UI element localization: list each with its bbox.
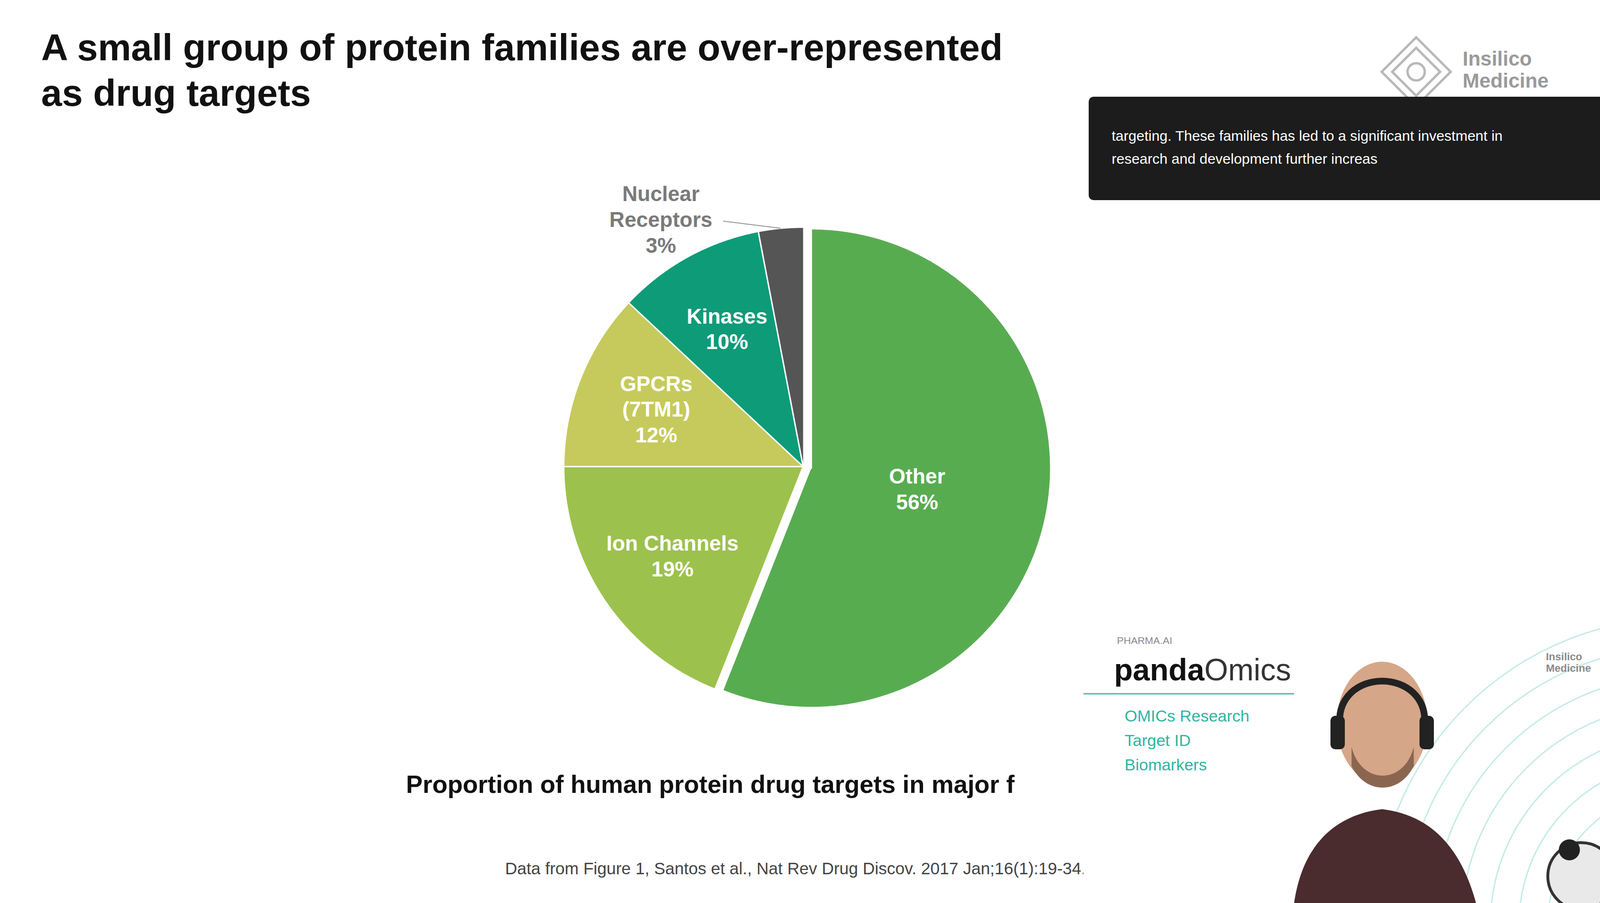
html-text:Biomarkers: Biomarkers (1124, 755, 1207, 774)
html-text:panda Omics: panda Omics (1114, 652, 1292, 688)
svg-text:NuclearReceptors3%: NuclearReceptors3% (609, 181, 713, 257)
svg-text:Kinases10%: Kinases10% (686, 304, 768, 354)
svg-text:GPCRs(7TM1)12%: GPCRs(7TM1)12% (619, 371, 693, 447)
html-text:targeting. These families has: targeting. These families has led to a s… (1111, 127, 1503, 167)
svg-text:Other56%: Other56% (889, 464, 946, 514)
html-text:OMICs Research: OMICs Research (1124, 706, 1250, 725)
html-text:Proportion of human protein dr: Proportion of human protein drug targets… (405, 770, 1015, 799)
html-text:Target ID: Target ID (1124, 731, 1191, 750)
html-text:Insilico Medicine: Insilico Medicine (1545, 650, 1591, 675)
svg-text:Ion Channels19%: Ion Channels19% (606, 531, 739, 581)
html-text:A small group of protein famil: A small group of protein families are ov… (41, 26, 1003, 115)
html-text:PHARMA.AI: PHARMA.AI (1116, 634, 1173, 646)
html-text:Data from Figure 1, Santos et: Data from Figure 1, Santos et al., Nat R… (505, 858, 1086, 878)
html-text:Insilico Medicine: Insilico Medicine (1462, 47, 1549, 93)
